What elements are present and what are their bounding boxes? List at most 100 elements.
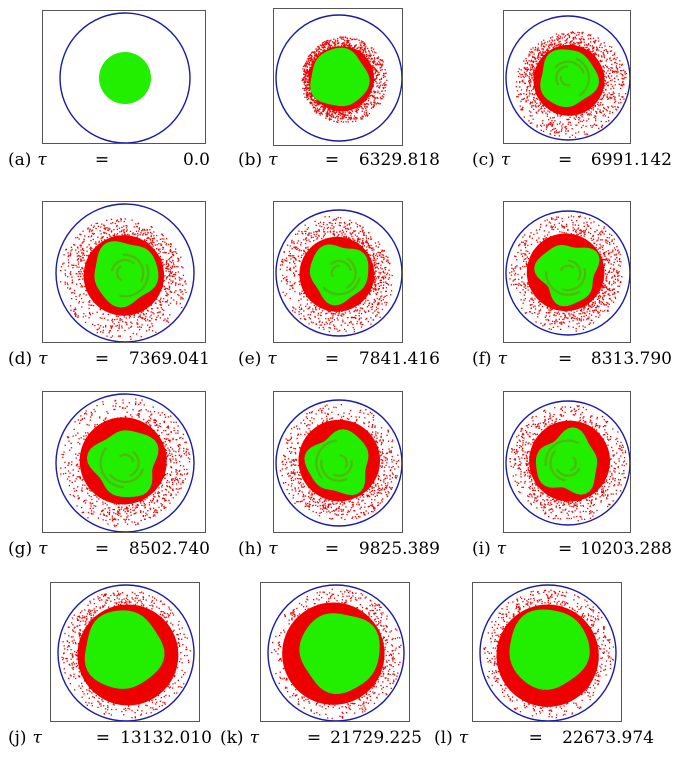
simulation-frame (503, 391, 631, 533)
tau-symbol: τ (38, 539, 48, 559)
particle-plot (59, 12, 191, 143)
simulation-frame (42, 10, 206, 144)
container-boundary (55, 393, 195, 532)
panel-caption: (g) τ = 8502.740 (8, 539, 210, 559)
equals-sign: = (94, 539, 110, 559)
container-boundary (505, 210, 630, 336)
equals-sign: = (558, 349, 573, 369)
tau-symbol: τ (249, 728, 259, 748)
container-boundary (267, 584, 405, 721)
swirl-streak (559, 75, 571, 87)
simulation-frame (503, 201, 631, 343)
tau-value: 10203.288 (580, 539, 672, 559)
outer-particles (509, 215, 623, 332)
panel-caption: (h) τ = 9825.389 (238, 539, 440, 559)
simulation-frame (273, 391, 403, 533)
swirl-streak (118, 453, 135, 463)
outer-particles (271, 588, 402, 720)
inner-fluid-blob (534, 245, 600, 307)
panel-label: (d) (8, 349, 33, 369)
swirl-streak (329, 259, 352, 272)
outer-particles (60, 218, 187, 340)
container-boundary (275, 209, 402, 337)
panel-caption: (j) τ = 13132.010 (8, 728, 212, 748)
inner-fluid-blob (309, 244, 369, 306)
inner-fluid-blob (99, 52, 151, 104)
swirl-streak (569, 456, 577, 472)
panel-caption: (e) τ = 7841.416 (238, 349, 440, 369)
equals-sign: = (324, 349, 340, 369)
tau-symbol: τ (32, 728, 42, 748)
swirl-streak (545, 271, 581, 296)
panel-label: (f) (472, 349, 492, 369)
swirl-streak (116, 265, 123, 282)
swirl-streak (544, 439, 580, 466)
swirl-streak (122, 253, 145, 283)
swirl-streak (555, 65, 569, 86)
panel-caption: (b) τ = 6329.818 (238, 150, 440, 170)
tau-value: 7841.416 (358, 349, 440, 369)
tau-value: 6329.818 (358, 150, 440, 170)
tau-symbol: τ (268, 150, 278, 170)
outer-particles (279, 404, 400, 521)
panel-label: (l) (434, 728, 453, 748)
swirl-streak (554, 60, 585, 74)
equals-sign: = (324, 539, 340, 559)
tau-symbol: τ (37, 150, 47, 170)
panel-caption: (a) τ = 0.0 (8, 150, 210, 170)
tau-symbol: τ (497, 349, 507, 369)
particle-plot (275, 399, 402, 527)
swirl-streak (108, 468, 145, 484)
tau-value: 8313.790 (590, 349, 672, 369)
tau-value: 13132.010 (120, 728, 212, 748)
panel-label: (e) (238, 349, 262, 369)
tau-symbol: τ (267, 349, 277, 369)
particle-plot (275, 209, 402, 337)
simulation-frame (273, 201, 403, 343)
swirl-streak (549, 450, 566, 482)
particle-plot (55, 203, 195, 342)
outer-particles (60, 398, 191, 527)
inner-fluid-blob (536, 427, 598, 495)
swirl-streak (567, 259, 582, 281)
inner-fluid-blob (84, 610, 165, 689)
simulation-frame (42, 201, 206, 343)
simulation-frame (503, 10, 631, 144)
equals-sign: = (94, 150, 110, 170)
inner-fluid-blob (86, 430, 159, 497)
particle-plot (505, 210, 630, 336)
particle-plot (505, 400, 630, 526)
outer-particles (279, 216, 393, 333)
tau-value: 21729.225 (330, 728, 422, 748)
simulation-frame (273, 8, 403, 146)
swirl-streak (315, 439, 337, 479)
tau-symbol: τ (500, 150, 511, 170)
tau-symbol: τ (458, 728, 469, 748)
swirl-streak (559, 264, 575, 272)
tau-value: 7369.041 (128, 349, 210, 369)
particle-plot (479, 584, 617, 721)
simulation-frame (50, 582, 200, 722)
container-boundary (57, 584, 195, 721)
swirl-streak (339, 454, 348, 469)
swirl-streak (561, 267, 587, 292)
panel-label: (b) (238, 150, 263, 170)
equals-sign: = (528, 728, 543, 748)
particle-plot (267, 584, 405, 721)
particle-plot (275, 14, 402, 142)
panel-caption: (i) τ = 10203.288 (472, 539, 672, 559)
panel-label: (j) (8, 728, 27, 748)
tau-symbol: τ (496, 539, 507, 559)
container-boundary (275, 14, 402, 142)
equals-sign: = (95, 728, 110, 748)
container-boundary (479, 584, 617, 721)
swirl-streak (320, 459, 348, 482)
panel-label: (i) (472, 539, 491, 559)
panel-caption: (d) τ = 7369.041 (8, 349, 210, 369)
panel-label: (k) (220, 728, 244, 748)
container-boundary (505, 400, 630, 526)
swirl-streak (330, 264, 340, 278)
container-boundary (505, 15, 630, 141)
panel-label: (a) (8, 150, 32, 170)
particle-plot (505, 15, 630, 141)
